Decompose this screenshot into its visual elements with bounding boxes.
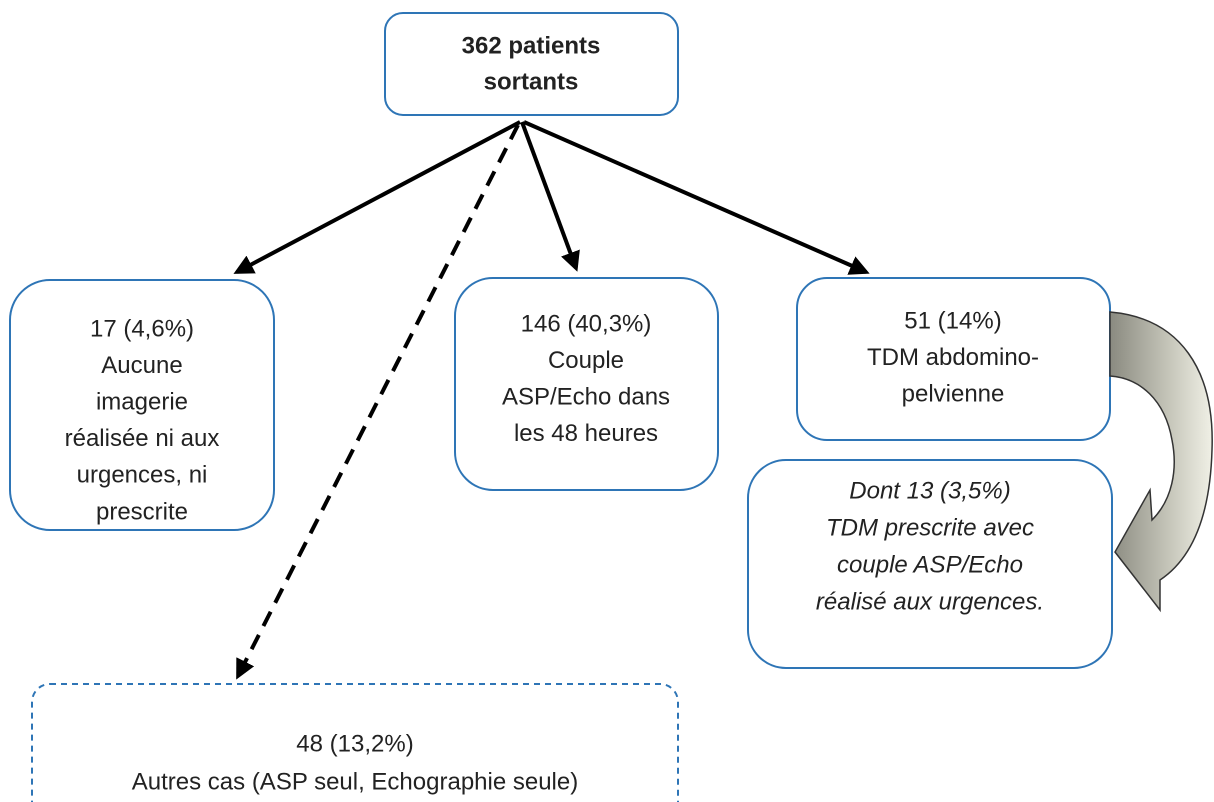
arrows [233,120,870,680]
labels: 362 patients sortants 17 (4,6%) Aucune image… [65,32,1044,795]
node-text: imagerie [96,389,188,416]
node-text: les 48 heures [514,420,658,447]
box-4 [747,459,1113,669]
node-text: réalisé aux urgences. [816,588,1044,615]
node-text: 51 (14%) [904,307,1001,334]
node-text: sortants [484,68,579,95]
node-text: urgences, ni [77,462,208,489]
curved-arrow [1109,311,1213,613]
node-text: ASP/Echo dans [502,384,670,411]
node-text: 48 (13,2%) [296,730,413,757]
node-text: Aucune [101,352,182,379]
arrow [523,120,870,275]
node-text: Couple [548,347,624,374]
node-text: 146 (40,3%) [521,310,652,337]
node-text: TDM abdomino- [867,344,1039,371]
box-5 [31,683,679,802]
node-text: couple ASP/Echo [837,551,1023,578]
box-1 [9,279,275,531]
node-text: 17 (4,6%) [90,315,194,342]
arrow [233,120,521,274]
arrow [520,121,580,272]
box-2 [454,277,719,491]
node-text: Dont 13 (3,5%) [849,477,1010,504]
boxes [9,12,1113,802]
node-text: pelvienne [902,381,1005,408]
node-text: Autres cas (ASP seul, Echographie seule) [132,768,578,795]
node-text: réalisée ni aux [65,425,220,452]
node-text: prescrite [96,498,188,525]
node-text: 362 patients [462,32,601,59]
box-root [384,12,679,116]
node-text: TDM prescrite avec [826,514,1034,541]
